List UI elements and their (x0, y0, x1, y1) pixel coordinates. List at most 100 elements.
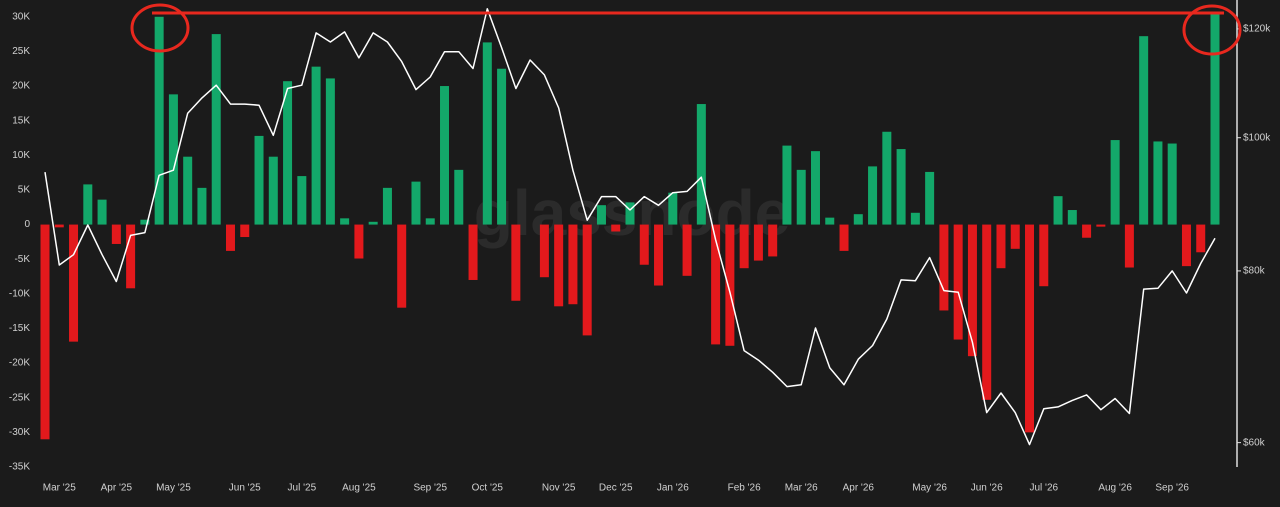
price-line (44, 8, 1216, 446)
x-tick-label: Mar '25 (43, 483, 76, 494)
bar (411, 181, 421, 225)
bar (425, 218, 435, 225)
x-tick-label: Nov '25 (542, 483, 576, 494)
x-tick-label: Mar '26 (785, 483, 818, 494)
bar (1139, 36, 1149, 225)
bar (1053, 196, 1063, 225)
y-tick-label: 25K (12, 46, 30, 57)
bar (111, 224, 121, 244)
bar (611, 224, 621, 232)
x-tick-label: Sep '25 (413, 483, 447, 494)
bar (482, 42, 492, 225)
bar (254, 135, 264, 225)
bar (939, 224, 949, 311)
x-tick-label: Jul '25 (288, 483, 317, 494)
y2-tick-label: $60k (1243, 437, 1266, 448)
x-tick-label: Jan '26 (657, 483, 689, 494)
bar (1025, 224, 1035, 433)
bar (454, 169, 464, 225)
x-tick-label: Apr '26 (843, 483, 875, 494)
bar (782, 145, 792, 225)
bar (1181, 224, 1191, 267)
bar (568, 224, 578, 305)
bar (69, 224, 79, 342)
bar (711, 224, 721, 345)
bar (539, 224, 549, 278)
bar (297, 176, 307, 225)
bar (825, 217, 835, 225)
y-tick-label: 30K (12, 11, 30, 22)
bar (596, 205, 606, 225)
bar (739, 224, 749, 269)
bar (896, 149, 906, 225)
bar (1082, 224, 1092, 238)
bar (868, 166, 878, 225)
x-tick-label: Oct '25 (472, 483, 504, 494)
y-tick-label: -10K (9, 288, 30, 299)
bar (810, 151, 820, 225)
y2-tick-label: $120k (1243, 24, 1271, 35)
bar (696, 104, 706, 225)
bar (440, 86, 450, 225)
bar (996, 224, 1006, 269)
bar (882, 131, 892, 225)
bar (1110, 140, 1120, 225)
bar (753, 224, 763, 261)
bar (668, 192, 678, 225)
plot-area: -35K -30K -25K -20K -15K -10K -5K 0 5K 10K 15K 20K 2… (9, 8, 1271, 494)
bar (54, 224, 64, 228)
y2-tick-label: $100k (1243, 132, 1271, 143)
bar (468, 224, 478, 280)
bar (1167, 143, 1177, 225)
bar (654, 224, 664, 286)
bar (83, 184, 93, 225)
x-tick-label: Jul '26 (1029, 483, 1058, 494)
y-tick-label: -35K (9, 462, 30, 473)
highlight-circle (130, 3, 190, 53)
bar (197, 187, 207, 225)
highlight-circle (1182, 4, 1242, 56)
bar (1153, 141, 1163, 225)
bar (639, 224, 649, 265)
y-tick-label: 15K (12, 115, 30, 126)
bar (97, 199, 107, 225)
bar (1096, 224, 1106, 227)
bar (183, 156, 193, 225)
bar (1010, 224, 1020, 249)
bar (225, 224, 235, 251)
bar (967, 224, 977, 357)
bar (910, 212, 920, 225)
bar (354, 224, 364, 259)
x-tick-label: Aug '26 (1098, 483, 1132, 494)
x-tick-label: Feb '26 (728, 483, 761, 494)
bar (853, 214, 863, 225)
y-tick-label: 20K (12, 81, 30, 92)
bar (554, 224, 564, 307)
bar (497, 68, 507, 225)
x-tick-label: May '26 (912, 483, 947, 494)
bar (40, 224, 50, 440)
x-tick-label: Dec '25 (599, 483, 633, 494)
y-tick-label: -15K (9, 323, 30, 334)
bar (839, 224, 849, 251)
x-tick-label: Aug '25 (342, 483, 376, 494)
bar (1124, 224, 1134, 268)
x-tick-label: Apr '25 (101, 483, 133, 494)
bar (240, 224, 250, 238)
bar (268, 156, 278, 225)
y-tick-label: -20K (9, 358, 30, 369)
bar (1196, 224, 1206, 253)
bar (982, 224, 992, 400)
bar (368, 221, 378, 225)
bar (168, 94, 178, 225)
y-tick-label: 10K (12, 150, 30, 161)
bar (511, 224, 521, 301)
bar (582, 224, 592, 336)
bar (397, 224, 407, 308)
y-tick-label: 5K (18, 185, 31, 196)
bar (283, 81, 293, 225)
y-tick-label: -5K (14, 254, 30, 265)
bar (1067, 210, 1077, 225)
bar (625, 202, 635, 225)
